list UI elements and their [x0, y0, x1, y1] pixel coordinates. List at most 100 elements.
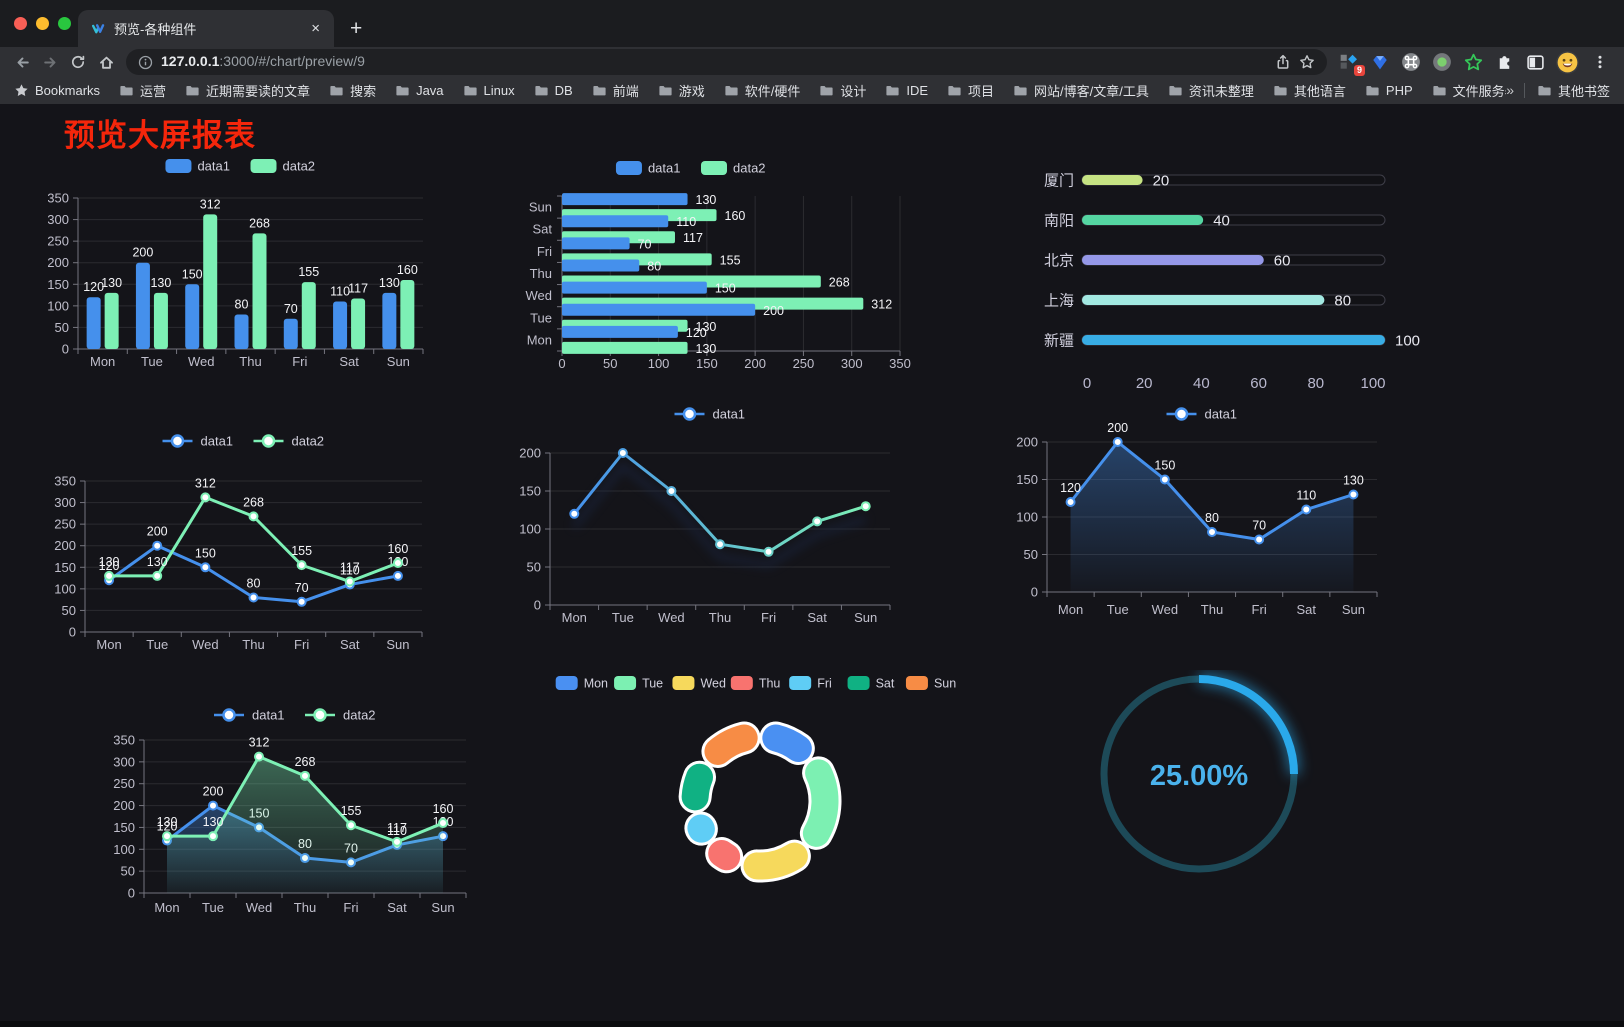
bookmark-folder[interactable]: 设计: [819, 81, 866, 100]
bookmark-folder[interactable]: PHP: [1365, 81, 1413, 100]
bookmark-folder[interactable]: 其他语言: [1273, 81, 1346, 100]
svg-text:data2: data2: [733, 161, 766, 176]
horizontal-bar-chart: data1 data2 0 50 100 150 200 250 300 350 Sun 130 160…: [500, 152, 925, 387]
bookmark-folder-label: IDE: [906, 83, 929, 98]
new-tab-button[interactable]: +: [350, 17, 363, 40]
svg-text:50: 50: [55, 320, 69, 335]
bookmark-folder-label: 资讯未整理: [1188, 84, 1254, 99]
bookmark-folder[interactable]: Java: [395, 81, 444, 100]
green-star-extension-icon[interactable]: [1463, 52, 1483, 72]
svg-text:Wed: Wed: [246, 900, 273, 915]
blocker-extension-icon[interactable]: 9: [1339, 52, 1365, 76]
share-icon[interactable]: [1275, 54, 1291, 70]
svg-text:60: 60: [1250, 375, 1267, 392]
bookmark-folder[interactable]: 运营: [119, 81, 166, 100]
recorder-extension-icon[interactable]: [1432, 52, 1452, 72]
svg-text:Mon: Mon: [562, 610, 587, 625]
svg-text:Sat: Sat: [876, 677, 895, 691]
site-info-icon[interactable]: [138, 55, 153, 70]
window-close-button[interactable]: [14, 17, 27, 30]
svg-text:南阳: 南阳: [1044, 213, 1074, 230]
bookmark-folder[interactable]: 近期需要读的文章: [185, 81, 310, 100]
back-icon[interactable]: [8, 49, 36, 75]
bookmark-folder[interactable]: 网站/博客/文章/工具: [1013, 81, 1149, 100]
bookmark-folder[interactable]: 资讯未整理: [1168, 81, 1254, 100]
home-icon[interactable]: [92, 49, 120, 75]
svg-text:data1: data1: [713, 407, 746, 422]
svg-text:120: 120: [1060, 481, 1081, 495]
svg-text:130: 130: [99, 555, 120, 569]
bookmark-folder[interactable]: 搜索: [329, 81, 376, 100]
svg-text:Wed: Wed: [700, 677, 726, 691]
svg-text:200: 200: [1107, 421, 1128, 435]
folder-icon: [396, 86, 409, 96]
bookmark-star-icon[interactable]: [1299, 54, 1315, 70]
bookmark-folder[interactable]: 软件/硬件: [724, 81, 800, 100]
svg-text:100: 100: [54, 581, 76, 596]
area-line-chart: data1 0 50 100 150 200 Mon Tue Wed Thu Fri Sat Sun 12…: [980, 392, 1410, 627]
window-zoom-button[interactable]: [58, 17, 71, 30]
bookmark-folder[interactable]: Linux: [463, 81, 515, 100]
bookmarks-overflow-button[interactable]: »: [1506, 81, 1514, 98]
svg-text:268: 268: [249, 216, 270, 230]
svg-text:130: 130: [147, 555, 168, 569]
chart-canvas: data1 data2 0 50 100 150 200 250 300 350 Mon Tue Wed…: [54, 434, 423, 652]
svg-text:25.00%: 25.00%: [1150, 760, 1249, 792]
other-bookmarks-button[interactable]: 其他书签: [1537, 81, 1610, 100]
browser-menu-icon[interactable]: [1590, 52, 1610, 72]
svg-text:160: 160: [397, 263, 418, 277]
bookmark-folder[interactable]: IDE: [885, 81, 928, 100]
profile-avatar[interactable]: [1556, 50, 1579, 74]
bookmark-folder-label: PHP: [1385, 83, 1413, 98]
bookmarks-label: Bookmarks: [35, 83, 101, 98]
svg-text:Sun: Sun: [387, 354, 410, 369]
svg-text:250: 250: [54, 517, 76, 532]
side-panel-icon[interactable]: [1525, 52, 1545, 72]
tab-close-icon[interactable]: ×: [311, 20, 320, 37]
svg-text:0: 0: [1083, 375, 1091, 392]
window-minimize-button[interactable]: [36, 17, 49, 30]
svg-text:120: 120: [686, 326, 707, 340]
url-bar[interactable]: 127.0.0.1:3000/#/chart/preview/9: [126, 49, 1327, 75]
bookmark-folder-list: 运营 近期需要读的文章 搜索 Java Linux DB 前端 游戏 软件/硬件 设计 IDE 项目 网…: [119, 81, 1506, 100]
browser-tab[interactable]: 预览-各种组件 ×: [78, 10, 334, 47]
svg-text:新疆: 新疆: [1044, 333, 1074, 350]
chart-canvas: data1 data2 0 50 100 150 200 250 300 350 Sun 130 160…: [526, 161, 911, 372]
svg-text:Thu: Thu: [294, 900, 316, 915]
bookmark-folder[interactable]: 前端: [592, 81, 639, 100]
svg-text:160: 160: [433, 802, 454, 816]
gem-extension-icon[interactable]: [1370, 52, 1390, 72]
bookmark-folder[interactable]: 项目: [947, 81, 994, 100]
svg-text:data1: data1: [648, 161, 681, 176]
svg-text:Mon: Mon: [90, 354, 115, 369]
svg-text:130: 130: [696, 342, 717, 356]
bookmark-folder-label: 游戏: [678, 84, 705, 99]
svg-text:150: 150: [182, 267, 203, 281]
city-progress-chart: 厦门 20 南阳 40 北京 60 上海 80 新疆 100 0 20 40 60 80 100: [980, 156, 1424, 396]
bookmark-folder-label: 项目: [968, 84, 995, 99]
reload-icon[interactable]: [64, 49, 92, 75]
bookmark-folder[interactable]: DB: [534, 81, 573, 100]
bookmark-folder-label: Linux: [483, 83, 515, 98]
svg-text:117: 117: [387, 821, 407, 835]
bookmark-folder[interactable]: 游戏: [658, 81, 705, 100]
bookmark-folder[interactable]: 文件服务器: [1432, 81, 1506, 100]
forward-icon[interactable]: [36, 49, 64, 75]
svg-text:150: 150: [54, 560, 76, 575]
other-bookmarks-label: 其他书签: [1557, 84, 1610, 99]
svg-text:130: 130: [101, 276, 122, 290]
svg-text:80: 80: [1205, 511, 1219, 525]
folder-icon: [593, 86, 606, 96]
folder-icon: [120, 86, 133, 96]
svg-text:data1: data1: [1205, 407, 1238, 422]
page-title: 预览大屏报表: [64, 118, 256, 153]
extensions-puzzle-icon[interactable]: [1494, 52, 1514, 72]
svg-text:117: 117: [348, 282, 368, 296]
svg-text:350: 350: [113, 733, 135, 748]
svg-text:Wed: Wed: [1152, 602, 1179, 617]
bookmarks-manager-button[interactable]: Bookmarks: [14, 83, 100, 98]
svg-text:130: 130: [157, 815, 178, 829]
grouped-bar-chart: data1 data2 0 50 100 150 200 250 300 350 Mon Tue Wed…: [47, 150, 468, 385]
command-extension-icon[interactable]: [1401, 52, 1421, 72]
svg-text:200: 200: [203, 785, 224, 799]
